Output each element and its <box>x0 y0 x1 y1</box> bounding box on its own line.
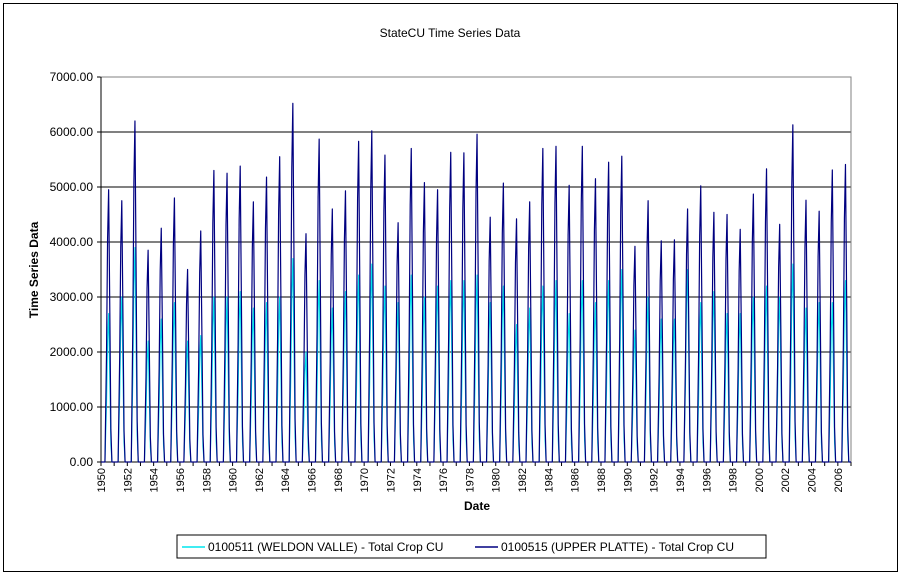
x-tick-label-14: 1978 <box>464 468 476 492</box>
legend: 0100511 (WELDON VALLE) - Total Crop CU 0… <box>176 534 767 559</box>
x-tick-label-9: 1968 <box>333 468 345 492</box>
x-tick-label-1: 1952 <box>122 468 134 492</box>
x-tick-label-26: 2002 <box>780 468 792 492</box>
chart-title: StateCU Time Series Data <box>380 26 521 40</box>
y-tick-label-0: 0.00 <box>70 455 94 469</box>
x-tick-label-23: 1996 <box>701 468 713 492</box>
x-tick-label-11: 1972 <box>385 468 397 492</box>
y-tick-label-2: 2000.00 <box>50 345 94 359</box>
plot-area: 0.00 1000.00 2000.00 3000.00 4000.00 5000.00 6… <box>50 70 852 492</box>
y-tick-label-6: 6000.00 <box>50 125 94 139</box>
x-tick-label-17: 1984 <box>543 468 555 492</box>
x-tick-label-15: 1980 <box>491 468 503 492</box>
x-tick-label-21: 1992 <box>649 468 661 492</box>
x-tick-label-0: 1950 <box>96 468 108 492</box>
x-tick-label-4: 1958 <box>201 468 213 492</box>
x-tick-label-25: 2000 <box>754 468 766 492</box>
legend-label-series-1: 0100511 (WELDON VALLE) - Total Crop CU <box>208 540 443 554</box>
y-tick-label-7: 7000.00 <box>50 70 94 84</box>
x-tick-label-18: 1986 <box>570 468 582 492</box>
x-tick-label-7: 1964 <box>280 468 292 492</box>
legend-box <box>176 534 767 559</box>
x-tick-label-19: 1988 <box>596 468 608 492</box>
x-tick-label-6: 1962 <box>254 468 266 492</box>
x-tick-label-20: 1990 <box>622 468 634 492</box>
series-line-2 <box>101 102 851 463</box>
legend-label-series-2: 0100515 (UPPER PLATTE) - Total Crop CU <box>501 540 734 554</box>
x-tick-label-10: 1970 <box>359 468 371 492</box>
y-tick-label-4: 4000.00 <box>50 235 94 249</box>
x-tick-label-16: 1982 <box>517 468 529 492</box>
y-tick-label-3: 3000.00 <box>50 290 94 304</box>
x-tick-label-3: 1956 <box>175 468 187 492</box>
x-tick-label-22: 1994 <box>675 468 687 492</box>
y-tick-label-5: 5000.00 <box>50 180 94 194</box>
x-tick-label-8: 1966 <box>307 468 319 492</box>
y-axis-title: Time Series Data <box>27 221 41 318</box>
series-line-1 <box>101 246 851 463</box>
x-tick-label-5: 1960 <box>228 468 240 492</box>
y-tick-label-1: 1000.00 <box>50 400 94 414</box>
x-tick-label-27: 2004 <box>807 468 819 492</box>
x-axis-title: Date <box>464 499 490 513</box>
x-tick-label-28: 2006 <box>833 468 845 492</box>
x-tick-label-12: 1974 <box>412 468 424 492</box>
x-tick-label-24: 1998 <box>728 468 740 492</box>
x-tick-label-13: 1976 <box>438 468 450 492</box>
x-tick-label-2: 1954 <box>149 468 161 492</box>
